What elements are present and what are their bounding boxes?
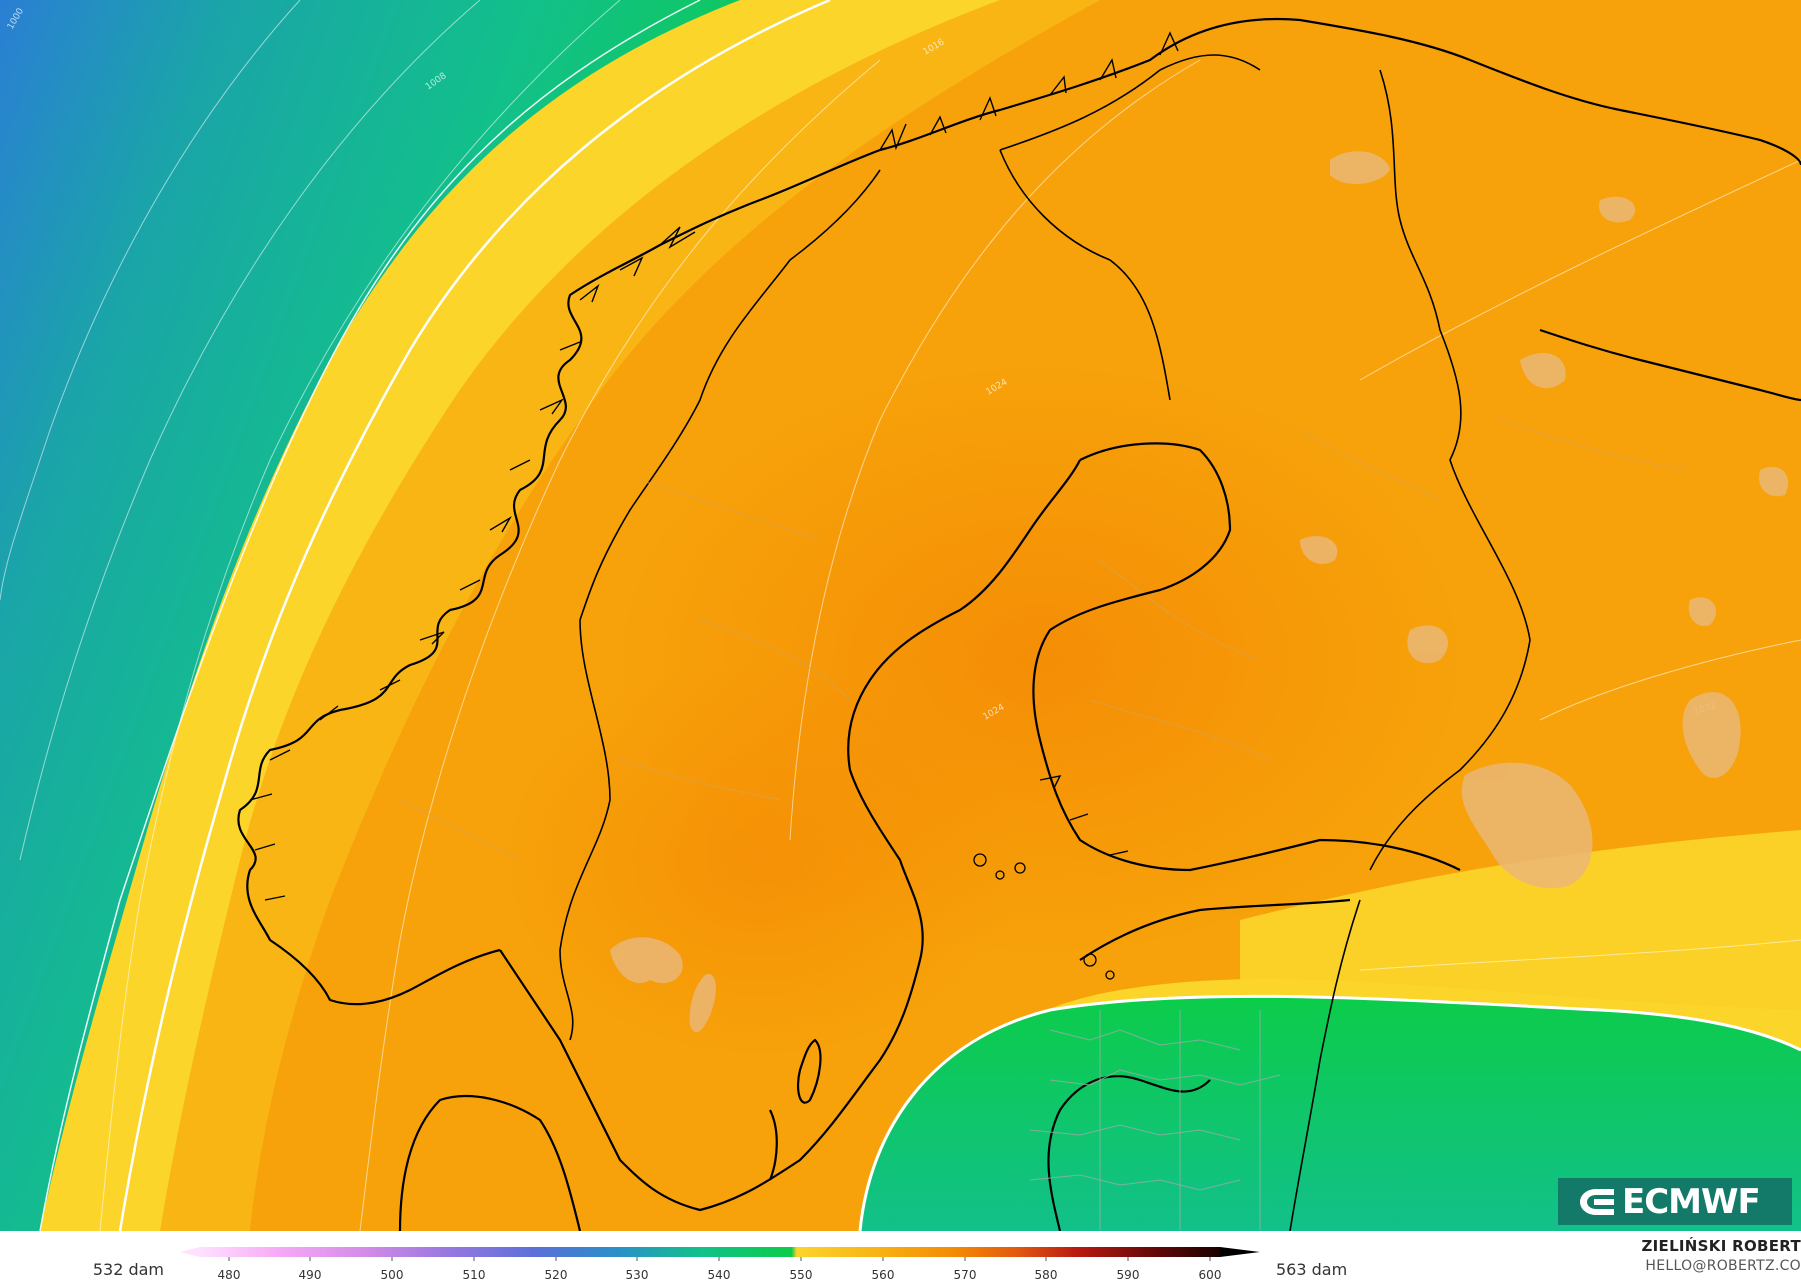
gotland: [796, 1038, 822, 1104]
lake-finland-1: [1300, 536, 1338, 564]
scale-tick-label: 480: [218, 1268, 241, 1282]
sweden-finland-border: [999, 149, 1171, 401]
height-core-2: [500, 660, 1020, 1060]
lake-finland-3: [1688, 597, 1717, 626]
lake-finland-2: [1407, 625, 1449, 664]
author-name: ZIELIŃSKI ROBERT: [1641, 1237, 1801, 1255]
legend-min-label: 532 dam: [92, 1260, 164, 1279]
scale-tick-label: 580: [1035, 1268, 1058, 1282]
scale-tick-label: 540: [708, 1268, 731, 1282]
lake-russia-1: [1599, 196, 1636, 223]
lake-russia-2: [1759, 466, 1789, 497]
scale-tick-label: 560: [872, 1268, 895, 1282]
baltic-low: [860, 996, 1801, 1231]
legend-footer: 480 490 500 510 520 530 540 550 560 570 …: [0, 1231, 1801, 1287]
scale-ticks: [228, 1257, 1211, 1261]
norway-sweden-border: [559, 169, 881, 1041]
scale-tick-label: 520: [545, 1268, 568, 1282]
legend-max-label: 563 dam: [1276, 1260, 1348, 1279]
scale-tick-label: 500: [381, 1268, 404, 1282]
sweden-coast: [499, 459, 1081, 1212]
credit-block: ZIELIŃSKI ROBERT HELLO@ROBERTZ.CO: [1641, 1237, 1801, 1274]
lake-onega: [1682, 692, 1741, 779]
scale-tick-label: 510: [463, 1268, 486, 1282]
oland: [768, 1109, 778, 1181]
scale-tick-label: 550: [790, 1268, 813, 1282]
fjords: [249, 31, 1179, 901]
scale-tick-label: 590: [1117, 1268, 1140, 1282]
coastlines: [237, 17, 1801, 1231]
scale-tick-label: 600: [1199, 1268, 1222, 1282]
ecmwf-logo-text: ECMWF: [1622, 1181, 1761, 1222]
baltic-admin: [1029, 1010, 1281, 1230]
lake-vanern: [610, 937, 683, 984]
ecmwf-logo-icon: [1580, 1188, 1614, 1215]
geopotential-map: 1000 1008 1016 1024 1024 1032: [0, 0, 1801, 1231]
admin-borders: [399, 419, 1691, 861]
kola-coast: [1469, 58, 1801, 166]
estonia-coast: [1079, 898, 1351, 961]
white-sea-coast: [1539, 328, 1801, 402]
isobars: [0, 0, 1801, 1231]
islands: [973, 853, 1115, 980]
scale-arrow-right: [1220, 1247, 1260, 1257]
band-boundary-west: [39, 0, 701, 1231]
latvia-coast: [1047, 1075, 1211, 1231]
lake-ladoga: [1461, 762, 1593, 889]
scale-tick-label: 570: [954, 1268, 977, 1282]
ecmwf-logo: ECMWF: [1558, 1178, 1792, 1225]
scale-arrow-left: [180, 1247, 200, 1257]
norway-coast: [237, 17, 1471, 1006]
author-email: HELLO@ROBERTZ.CO: [1645, 1258, 1801, 1274]
scale-tick-label: 490: [299, 1268, 322, 1282]
norway-finland-border: [999, 54, 1261, 151]
country-borders: [559, 54, 1531, 1231]
scale-tick-label: 530: [626, 1268, 649, 1282]
lake-north: [1330, 151, 1390, 185]
finland-coast: [1032, 442, 1461, 872]
russia-baltic-border: [1289, 899, 1361, 1231]
baltic-low-edge: [858, 994, 1801, 1231]
color-scale-bar: 480 490 500 510 520 530 540 550 560 570 …: [180, 1247, 1260, 1282]
denmark-coast: [398, 1094, 582, 1231]
finland-russia-border: [1369, 69, 1531, 871]
lakes: [610, 151, 1789, 1033]
band-boundary-552: [118, 0, 831, 1231]
lake-karelia: [1520, 352, 1566, 389]
lake-vattern: [689, 974, 716, 1033]
